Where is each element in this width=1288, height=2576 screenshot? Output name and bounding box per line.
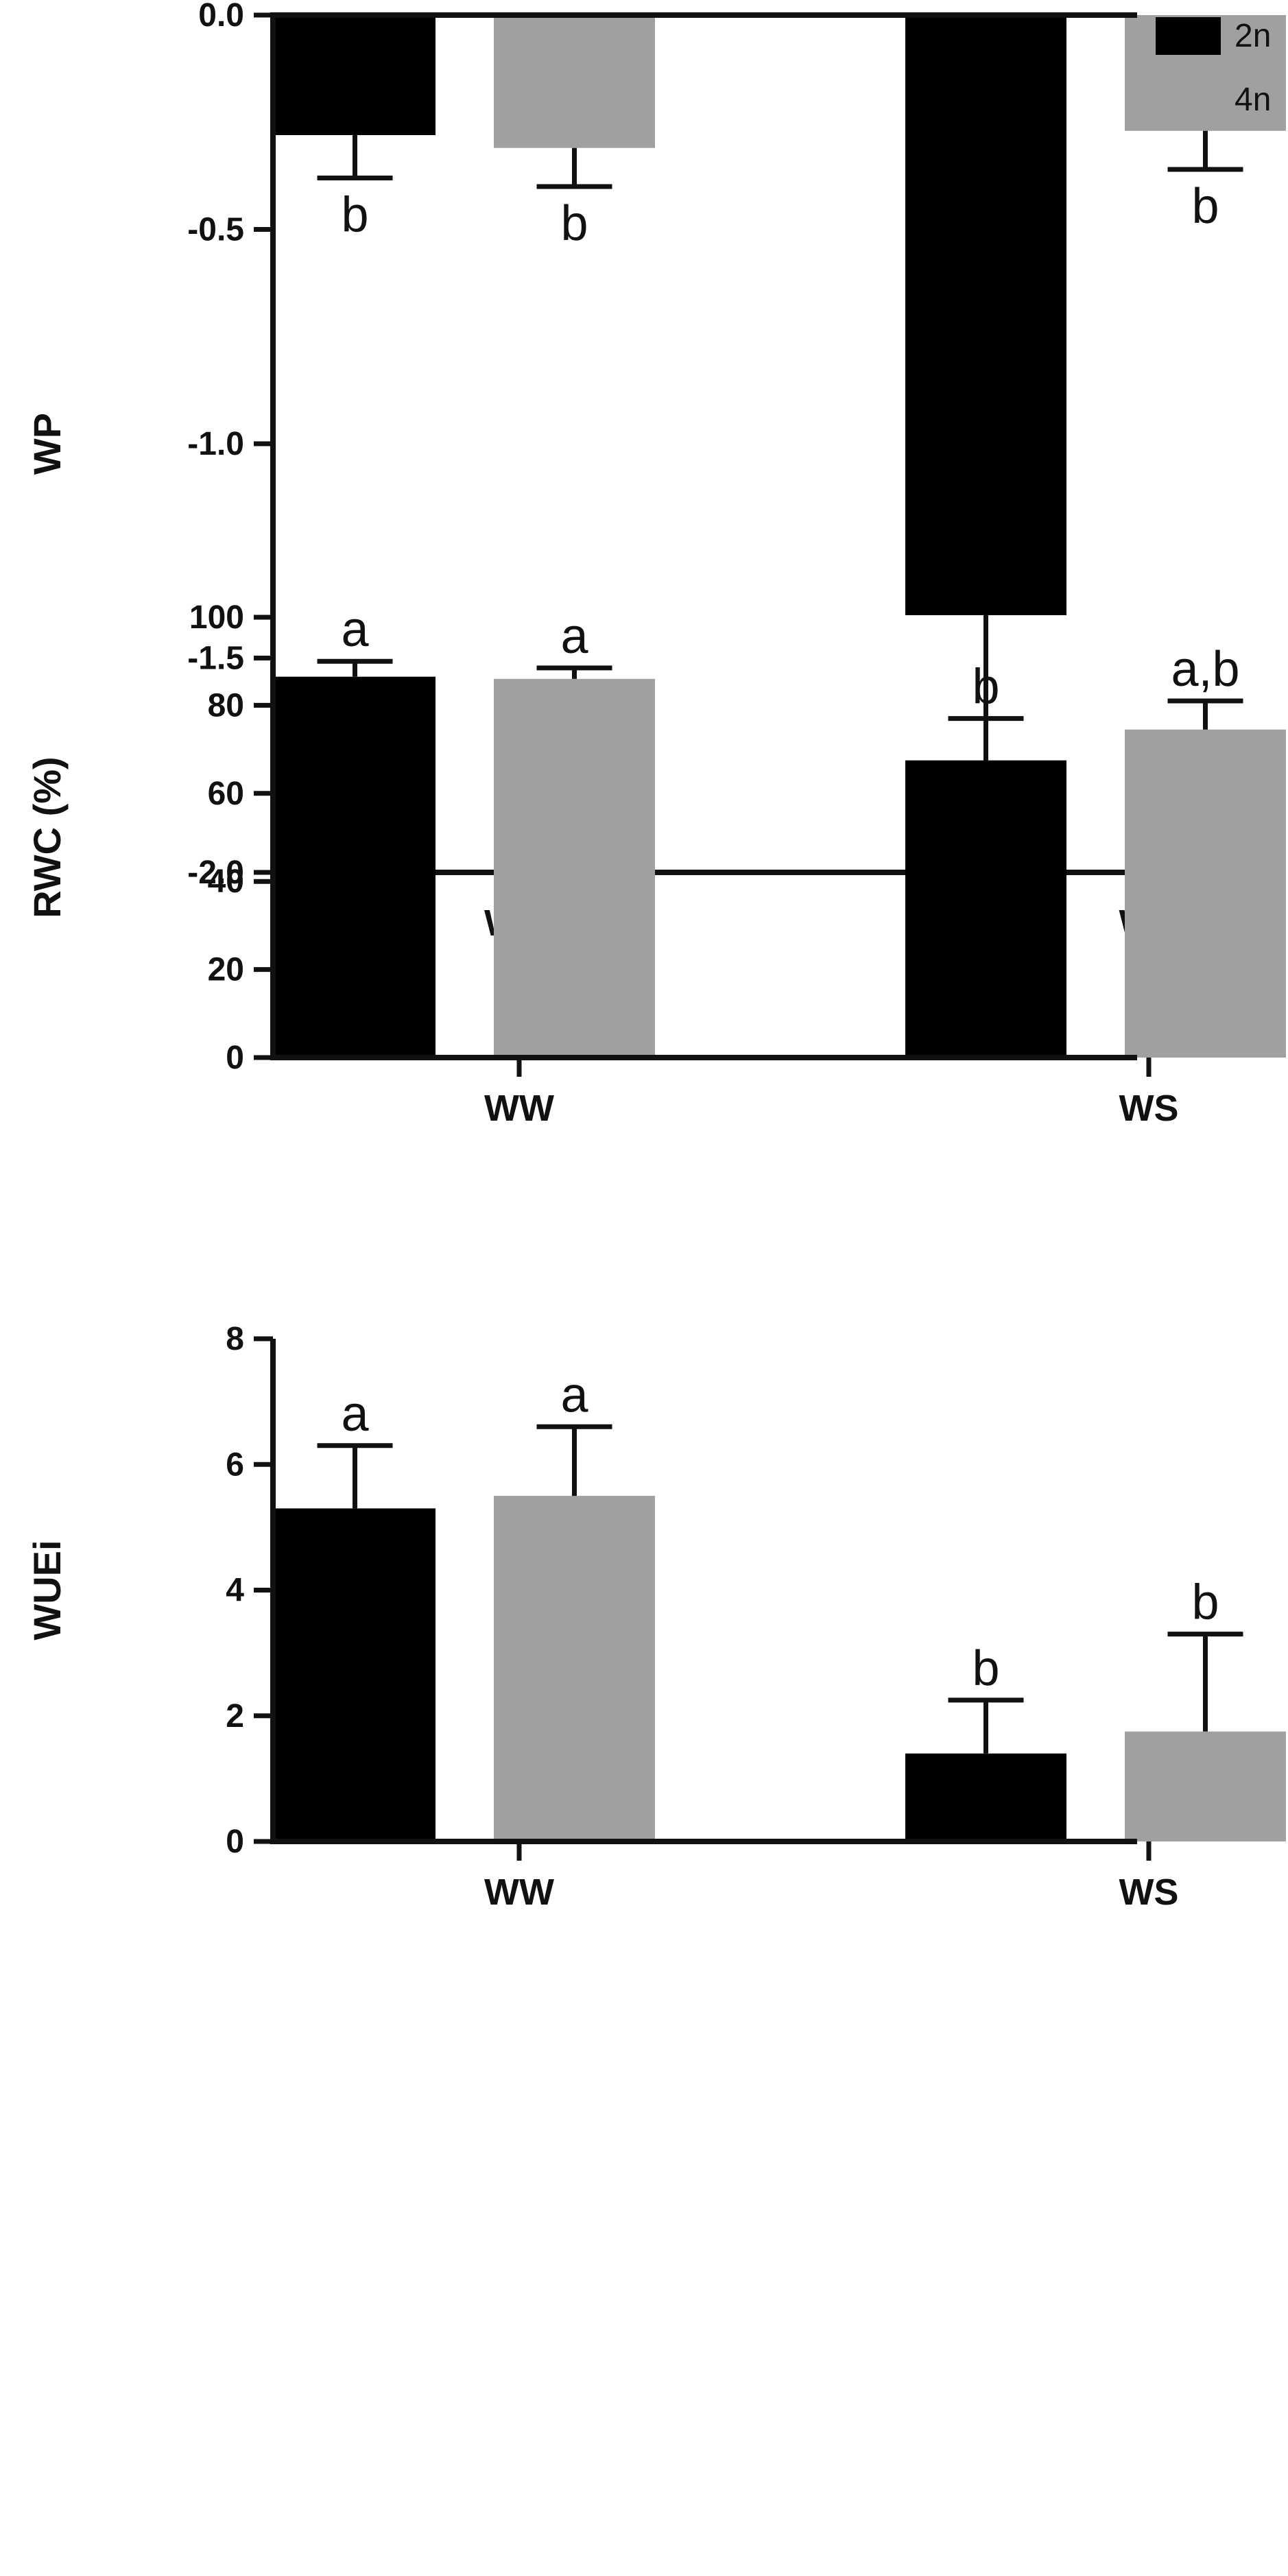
y-axis-title: WP	[25, 413, 69, 475]
y-tick-label: 0	[226, 1824, 244, 1860]
y-tick-label: 20	[208, 952, 244, 988]
charts-group: babb0.0-0.5-1.0-1.5-2.0WWWSWPabaa,b02040…	[25, 0, 1286, 1913]
bar-ww-2n	[274, 676, 436, 1058]
bar-ws-4n	[1125, 1731, 1286, 1841]
y-tick-label: 0	[226, 1040, 244, 1076]
chart-3: a b a b 0 2 4 6 8 WW WS WUEi	[25, 1321, 1286, 1913]
y-tick-label: 4	[226, 1573, 244, 1609]
significance-letter-ww-2n: a	[341, 1387, 369, 1442]
x-tick-label-ww: WW	[484, 1872, 554, 1913]
x-tick-label-ww: WW	[484, 1088, 554, 1129]
y-tick-label: 2	[226, 1698, 244, 1734]
legend-swatch-4n	[1156, 81, 1221, 119]
y-tick-label: -2.0	[187, 855, 244, 891]
bar-ww-2n	[274, 15, 436, 135]
y-tick-label: 80	[208, 687, 244, 724]
significance-letter-ww-2n: a	[341, 602, 369, 657]
bar-ws-4n	[1125, 729, 1286, 1058]
significance-letter-ws-2n: b	[972, 660, 999, 715]
legend: 2n 4n	[1156, 17, 1271, 119]
significance-letter-ws-4n: a,b	[1171, 642, 1239, 697]
significance-letter-ws-4n: b	[1191, 1575, 1219, 1630]
y-tick-label: -1.0	[187, 426, 244, 462]
significance-letter-ww-2n: b	[341, 188, 368, 243]
chart-2: a b a a,b 0 20 40 60 80 100 WW WS RWC (%)	[25, 599, 1286, 1129]
significance-letter-ws-4n: b	[1191, 179, 1219, 234]
legend-swatch-2n	[1156, 17, 1221, 55]
x-tick-label-ws: WS	[1119, 1088, 1179, 1129]
y-tick-label: 8	[226, 1321, 244, 1357]
y-tick-label: 0.0	[198, 0, 244, 34]
y-axis-title: RWC (%)	[25, 756, 69, 918]
y-axis-title: WUEi	[25, 1540, 69, 1640]
legend-label-2n: 2n	[1235, 18, 1271, 54]
x-tick-label-ws: WS	[1119, 1872, 1179, 1913]
y-tick-label: -0.5	[187, 212, 244, 248]
y-tick-label: 6	[226, 1446, 244, 1483]
bar-ww-4n	[494, 1496, 655, 1841]
y-tick-label: 100	[189, 599, 244, 636]
significance-letter-ww-4n: b	[560, 196, 588, 251]
bar-ws-2n	[905, 760, 1066, 1058]
significance-letter-ws-2n: b	[972, 1641, 999, 1696]
bar-ws-2n	[905, 1753, 1066, 1841]
y-tick-label: 60	[208, 776, 244, 812]
bar-ww-2n	[274, 1508, 436, 1841]
bar-ww-4n	[494, 678, 655, 1058]
legend-label-4n: 4n	[1235, 82, 1271, 118]
bar-ws-2n	[905, 15, 1066, 615]
bar-ww-4n	[494, 15, 655, 148]
y-tick-label: 40	[208, 863, 244, 900]
significance-letter-ww-4n: a	[560, 1368, 588, 1422]
y-tick-label: -1.5	[187, 641, 244, 677]
significance-letter-ww-4n: a	[560, 609, 588, 664]
